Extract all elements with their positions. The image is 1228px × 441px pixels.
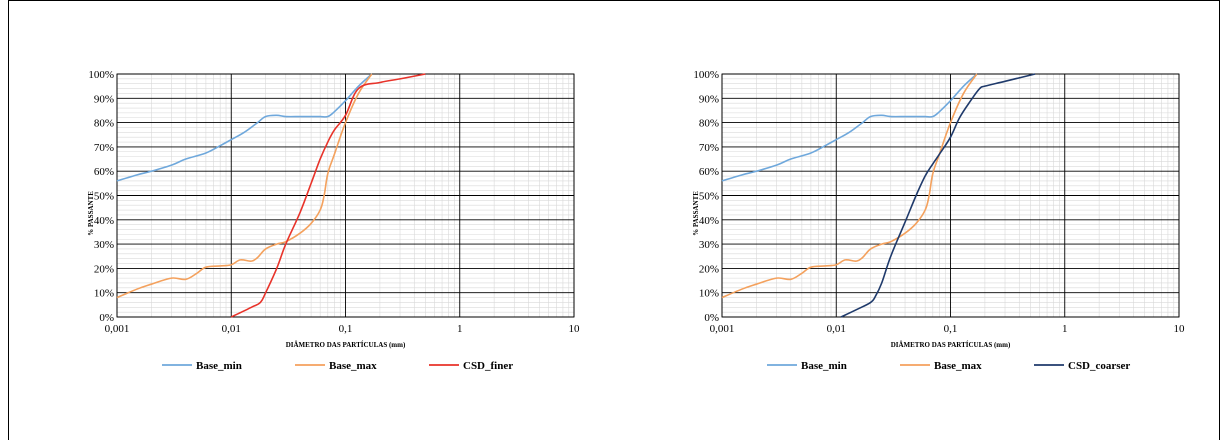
series-line-base-max [116,73,373,299]
x-tick-label: 1 [457,323,463,335]
x-tick-label: 0,01 [222,323,241,335]
y-tick-label: 30% [699,239,719,251]
y-tick-label: 0% [99,312,114,324]
y-tick-label: 40% [699,215,719,227]
x-axis-title: DIÂMETRO DAS PARTÍCULAS (mm) [891,341,1011,349]
y-tick-label: 40% [94,215,114,227]
grading-chart-finer: 0% 10% 20% 30% 40% 50% 60% 70% 80% 90% 100% 0,001 0,… [87,69,581,372]
x-tick-label: 10 [569,323,581,335]
y-tick-label: 90% [94,93,114,105]
y-tick-label: 10% [699,288,719,300]
y-tick-label: 0% [704,312,719,324]
legend-label: Base_min [196,360,242,372]
grading-chart-coarser: 0% 10% 20% 30% 40% 50% 60% 70% 80% 90% 100% 0,001 0,… [692,69,1186,372]
x-tick-label: 10 [1174,323,1186,335]
y-tick-label: 90% [699,93,719,105]
series-line-base-min [116,73,373,182]
x-tick-label: 0,001 [105,323,130,335]
y-tick-label: 50% [94,191,114,203]
y-tick-label: 80% [699,118,719,130]
y-tick-label: 20% [699,263,719,275]
y-tick-label: 10% [94,288,114,300]
y-tick-label: 60% [94,166,114,178]
legend-label: Base_max [934,360,982,372]
grid [116,73,575,318]
plot-area-border [116,73,575,318]
series-line-base-max [721,73,978,299]
y-tick-label: 70% [94,142,114,154]
y-tick-label: 100% [693,69,719,81]
grid [721,73,1180,318]
y-tick-label: 20% [94,263,114,275]
right-chart-panel: 0% 10% 20% 30% 40% 50% 60% 70% 80% 90% 100% 0,001 0,… [614,0,1220,440]
legend: Base_min Base_max CSD_finer [162,360,513,372]
series-line-csd-finer [230,73,426,318]
legend-label: Base_min [801,360,847,372]
left-chart-panel: 0% 10% 20% 30% 40% 50% 60% 70% 80% 90% 100% 0,001 0,… [8,0,615,440]
legend-label: CSD_coarser [1068,360,1130,372]
y-tick-label: 100% [88,69,114,81]
x-tick-label: 0,01 [827,323,846,335]
y-tick-label: 60% [699,166,719,178]
legend-label: Base_max [329,360,377,372]
y-tick-label: 70% [699,142,719,154]
x-tick-label: 0,001 [710,323,735,335]
y-tick-label: 50% [699,191,719,203]
x-tick-label: 1 [1062,323,1068,335]
legend-label: CSD_finer [463,360,513,372]
legend: Base_min Base_max CSD_coarser [767,360,1130,372]
series-line-csd-coarser [840,73,1036,318]
x-tick-label: 0,1 [944,323,958,335]
x-tick-label: 0,1 [339,323,353,335]
y-tick-label: 80% [94,118,114,130]
x-axis-title: DIÂMETRO DAS PARTÍCULAS (mm) [286,341,406,349]
y-axis-title: % PASSANTE [87,191,95,236]
y-tick-label: 30% [94,239,114,251]
series-line-base-min [721,73,978,182]
plot-area-border [721,73,1180,318]
y-axis-title: % PASSANTE [692,191,700,236]
